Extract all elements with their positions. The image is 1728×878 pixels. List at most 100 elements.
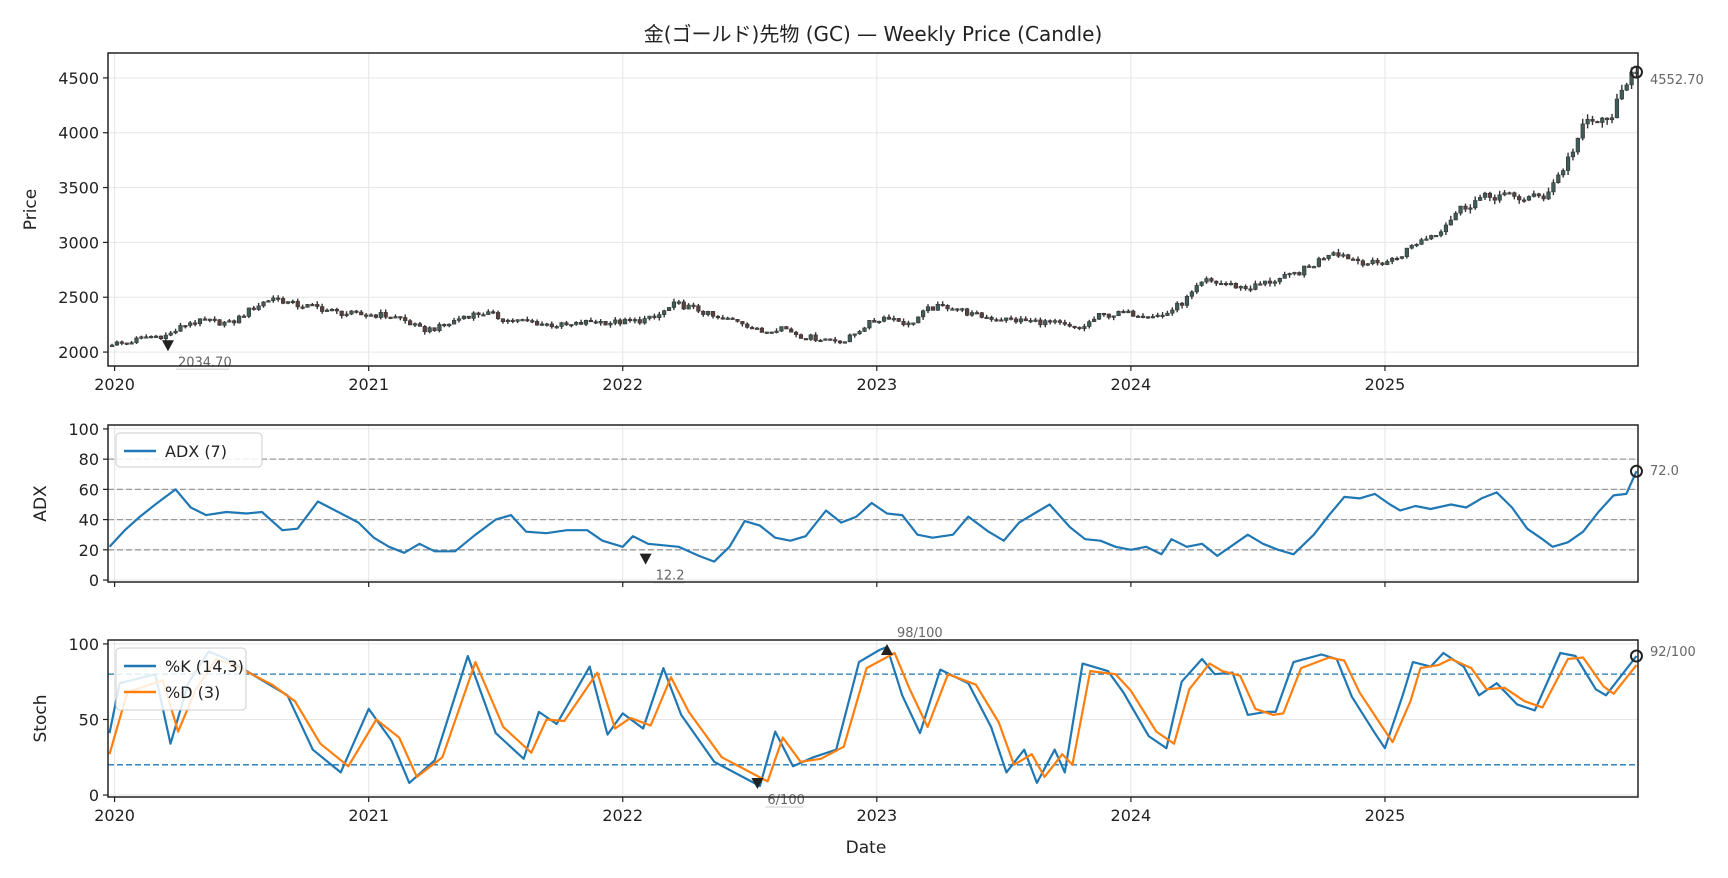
candle-body xyxy=(759,327,764,333)
candle-body xyxy=(202,318,207,321)
candle-body xyxy=(134,337,139,343)
candle-body xyxy=(745,323,750,328)
candle-body xyxy=(1209,278,1214,282)
candle-body xyxy=(1551,182,1556,193)
candle-body xyxy=(412,323,418,326)
candle-body xyxy=(925,306,931,312)
candle-body xyxy=(1478,197,1483,201)
candle-body xyxy=(867,320,872,329)
candle-body xyxy=(1253,283,1258,290)
candle-body xyxy=(1326,254,1331,259)
candle-body xyxy=(1131,310,1136,317)
candle-body xyxy=(1116,310,1121,317)
y-axis-label: Price xyxy=(21,189,41,230)
last-value-label: 4552.70 xyxy=(1650,73,1704,88)
candle-body xyxy=(627,318,633,322)
candle-body xyxy=(520,319,525,322)
candle-body xyxy=(1243,286,1248,290)
candle-body xyxy=(896,318,901,322)
candle-body xyxy=(1380,262,1385,265)
candle-body xyxy=(403,317,408,322)
candle-body xyxy=(1136,315,1141,318)
candle-body xyxy=(471,312,476,319)
candle-body xyxy=(911,322,916,325)
candle-body xyxy=(779,326,784,332)
candle-body xyxy=(588,319,593,323)
candle-body xyxy=(637,319,642,324)
candle-body xyxy=(144,336,149,339)
candle-body xyxy=(715,315,721,319)
candle-body xyxy=(608,322,613,326)
candle-body xyxy=(1223,282,1229,286)
candle-body xyxy=(334,308,339,312)
candle-body xyxy=(618,319,623,325)
candle-body xyxy=(368,314,374,317)
candle-body xyxy=(1404,247,1409,257)
candle-body xyxy=(217,319,222,326)
candle-body xyxy=(510,319,515,322)
candle-body xyxy=(276,297,281,300)
candle-body xyxy=(383,312,388,318)
candle-body xyxy=(1038,319,1043,326)
candle-body xyxy=(1375,259,1380,264)
candle-body xyxy=(1238,286,1243,289)
candle-body xyxy=(662,310,667,315)
candle-body xyxy=(833,339,838,342)
last-value-marker xyxy=(1629,464,1643,478)
min-value-label: 2034.70 xyxy=(178,355,232,370)
y-tick-label: 3500 xyxy=(58,179,99,198)
candle-body xyxy=(881,316,887,322)
legend: %K (14,3) %D (3) xyxy=(115,647,247,711)
candle-body xyxy=(1590,119,1595,122)
candle-body xyxy=(320,306,325,312)
candle-body xyxy=(1258,283,1263,286)
candle-body xyxy=(872,320,877,323)
price-panel: 2020 2021 2022 2023 2024 2025 2000 2500 3000 3500… xyxy=(21,52,1704,394)
candle-body xyxy=(539,323,545,326)
candle-body xyxy=(1150,316,1155,319)
candle-body xyxy=(1561,170,1566,176)
candle-body xyxy=(339,310,344,317)
max-marker-icon xyxy=(880,643,893,655)
candle-body xyxy=(1570,151,1576,158)
candle-body xyxy=(740,321,745,325)
candle-body xyxy=(1331,252,1336,256)
candle-body xyxy=(823,338,828,341)
candle-body xyxy=(1160,314,1165,317)
candle-body xyxy=(1473,200,1478,209)
candle-body xyxy=(1595,121,1600,124)
candle-body xyxy=(955,308,960,311)
candle-body xyxy=(818,339,823,343)
candle-body xyxy=(1502,192,1507,196)
candle-body xyxy=(1409,245,1414,249)
candle-body xyxy=(285,301,291,304)
candle-body xyxy=(666,307,672,311)
candle-body xyxy=(789,328,794,333)
candle-body xyxy=(1463,205,1468,210)
y-tick-label: 100 xyxy=(68,420,99,439)
candle-body xyxy=(1507,192,1512,195)
legend-label: %D (3) xyxy=(165,683,220,702)
candle-body xyxy=(1429,235,1434,240)
plot-frame xyxy=(107,424,1639,583)
legend-box xyxy=(115,432,263,468)
candle-body xyxy=(569,324,574,327)
candle-body xyxy=(466,315,471,319)
candle-body xyxy=(921,310,926,318)
series-line--d-3- xyxy=(108,651,1638,783)
candle-body xyxy=(837,340,843,344)
candle-body xyxy=(261,301,266,307)
candle-body xyxy=(1390,257,1395,262)
candle-body xyxy=(1355,258,1361,262)
candle-body xyxy=(1600,117,1605,123)
candle-body xyxy=(515,319,520,322)
candle-body xyxy=(916,316,921,324)
candle-body xyxy=(1336,252,1341,257)
candle-body xyxy=(525,319,530,322)
candle-body xyxy=(549,323,554,328)
candle-body xyxy=(813,334,818,341)
candle-body xyxy=(960,308,965,311)
candle-body xyxy=(1013,318,1019,323)
candle-body xyxy=(706,311,711,315)
candle-body xyxy=(329,308,335,312)
